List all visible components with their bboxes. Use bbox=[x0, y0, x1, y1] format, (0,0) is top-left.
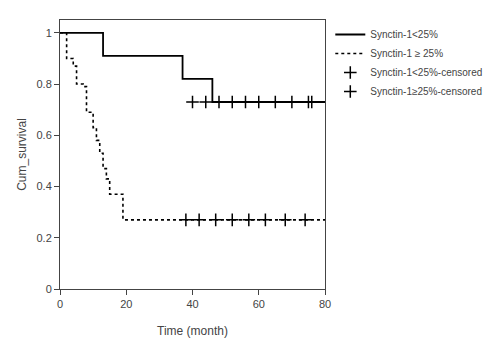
svg-text:0: 0 bbox=[46, 283, 52, 295]
svg-text:20: 20 bbox=[120, 298, 132, 310]
svg-text:0.8: 0.8 bbox=[37, 78, 52, 90]
svg-text:1: 1 bbox=[46, 27, 52, 39]
svg-text:0.6: 0.6 bbox=[37, 129, 52, 141]
svg-text:Synctin-1<25%: Synctin-1<25% bbox=[370, 29, 438, 40]
svg-text:Synctin-1 ≥ 25%: Synctin-1 ≥ 25% bbox=[370, 48, 443, 59]
svg-text:40: 40 bbox=[186, 298, 198, 310]
svg-text:Synctin-1≥25%-censored: Synctin-1≥25%-censored bbox=[370, 86, 482, 97]
svg-text:Synctin-1<25%-censored: Synctin-1<25%-censored bbox=[370, 67, 482, 78]
svg-text:0.2: 0.2 bbox=[37, 232, 52, 244]
svg-text:0: 0 bbox=[57, 298, 63, 310]
svg-text:Time (month): Time (month) bbox=[157, 324, 228, 338]
svg-text:Cum_survival: Cum_survival bbox=[15, 118, 29, 191]
svg-text:0.4: 0.4 bbox=[37, 180, 52, 192]
svg-text:60: 60 bbox=[253, 298, 265, 310]
svg-text:80: 80 bbox=[319, 298, 331, 310]
